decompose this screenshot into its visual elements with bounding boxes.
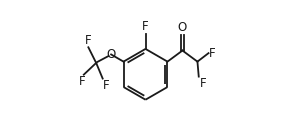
Text: O: O	[106, 48, 116, 61]
Text: F: F	[209, 47, 216, 60]
Text: F: F	[142, 20, 149, 33]
Text: F: F	[199, 77, 206, 90]
Text: F: F	[84, 34, 91, 47]
Text: F: F	[103, 79, 110, 92]
Text: F: F	[79, 75, 85, 88]
Text: O: O	[178, 21, 187, 34]
